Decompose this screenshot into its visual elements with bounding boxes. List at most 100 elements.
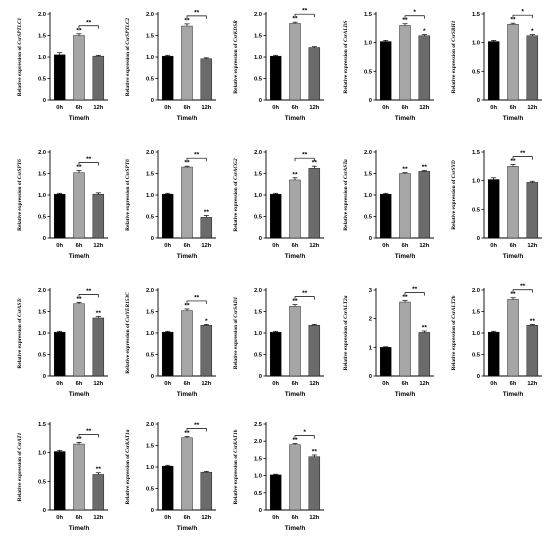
bar-6h: [399, 25, 411, 101]
y-tick-label: 0.5: [254, 491, 263, 497]
y-axis-title: Relative expression of CsrALT2a: [343, 295, 349, 370]
bar-6h: [73, 172, 85, 239]
comparison-bracket: [78, 162, 99, 166]
y-tick-label: 0.5: [254, 215, 263, 221]
category-label: 12h: [201, 105, 211, 111]
significance-label: **: [402, 166, 408, 173]
comparison-label: **: [302, 152, 308, 159]
y-axis-title-prefix: Relative expression of: [343, 319, 349, 371]
bar-0h: [487, 331, 500, 377]
significance-label: **: [312, 448, 318, 455]
y-axis-title: Relative expression of CsrKDSR: [233, 20, 239, 94]
x-axis-title: Time/h: [177, 253, 198, 260]
y-axis-title: Relative expression of CsrSYD: [451, 160, 457, 230]
y-tick-label: 1.0: [38, 331, 46, 337]
category-label: 6h: [402, 381, 409, 387]
y-tick-label: 2.0: [146, 422, 154, 428]
category-label: 12h: [309, 105, 319, 111]
significance-label: **: [422, 164, 428, 171]
y-axis-title-gene: CsrASTa: [343, 159, 349, 179]
category-label: 6h: [510, 381, 517, 387]
y-tick-label: 0: [259, 236, 262, 242]
category-label: 12h: [419, 381, 429, 387]
y-tick-label: 0.5: [38, 353, 47, 359]
bar-12h: [92, 193, 105, 239]
y-tick-label: 1.5: [38, 422, 47, 428]
significance-label: **: [292, 437, 298, 444]
y-tick-label: 0: [151, 374, 154, 380]
y-axis-title-gene: CsrACG2: [233, 158, 239, 180]
bar-6h: [181, 310, 193, 377]
y-tick-label: 2: [369, 317, 372, 323]
y-axis-title-prefix: Relative expression of: [233, 42, 239, 94]
y-axis-title-prefix: Relative expression of: [125, 179, 131, 231]
category-label: 0h: [56, 243, 63, 249]
chart-panel-15: Relative expression of CsrALT2b 0 0.5 1.0 1.…: [446, 276, 550, 410]
comparison-bracket: [512, 14, 533, 19]
significance-label: **: [184, 302, 190, 309]
bar-12h: [526, 325, 539, 377]
significance-label: **: [204, 209, 210, 216]
comparison-bracket: [78, 433, 99, 438]
comparison-bracket: [186, 157, 207, 162]
comparison-bracket: [186, 300, 207, 304]
y-axis-title-prefix: Relative expression of: [451, 178, 457, 230]
bar-0h: [161, 465, 174, 511]
category-label: 6h: [292, 105, 299, 111]
category-label: 12h: [527, 105, 537, 111]
y-axis-title: Relative expression of CsrSPT6: [125, 159, 131, 231]
x-axis-title: Time/h: [69, 253, 90, 260]
y-tick-label: 0: [151, 98, 154, 104]
y-tick-label: 1: [369, 345, 373, 351]
y-tick-label: 1.0: [364, 193, 372, 199]
bar-6h: [289, 306, 301, 377]
y-axis-title-prefix: Relative expression of: [17, 45, 23, 97]
y-tick-label: 1.0: [254, 193, 262, 199]
category-label: 0h: [490, 243, 497, 249]
x-axis-title: Time/h: [177, 391, 198, 398]
y-tick-label: 0: [43, 374, 46, 380]
chart-15: Relative expression of CsrALT2b 0 0.5 1.0 1.…: [451, 283, 542, 398]
y-tick-label: 1.0: [254, 55, 262, 61]
y-tick-label: 1.0: [146, 193, 154, 199]
category-label: 0h: [490, 381, 497, 387]
y-tick-label: 2.0: [38, 12, 46, 18]
category-label: 0h: [56, 105, 63, 111]
category-label: 12h: [93, 243, 103, 249]
category-label: 6h: [76, 243, 83, 249]
y-axis-title-prefix: Relative expression of: [233, 180, 239, 232]
category-label: 0h: [272, 381, 279, 387]
chart-12: Relative expression of CsrYER153C 0 0.5 1.0…: [125, 288, 216, 398]
bar-0h: [161, 331, 174, 377]
y-tick-label: 1.5: [254, 172, 263, 178]
y-tick-label: 0: [369, 374, 372, 380]
y-axis-title: Relative expression of CsrALT2b: [451, 295, 457, 370]
y-tick-label: 1.5: [254, 34, 263, 40]
category-label: 0h: [164, 381, 171, 387]
category-label: 0h: [164, 105, 171, 111]
y-axis-title-gene: CsrSPT6: [17, 159, 23, 179]
bar-6h: [507, 24, 519, 101]
y-tick-label: 0: [259, 374, 262, 380]
chart-panel-9: Relative expression of CsrASTa 0 0.5 1.0 1.5…: [338, 138, 442, 272]
bar-0h: [53, 331, 66, 377]
chart-14: Relative expression of CsrALT2a 0 1 2 3 0h ** 6…: [343, 286, 434, 398]
y-tick-label: 1.5: [254, 456, 263, 462]
chart-panel-13: Relative expression of CsrSAD1 0 0.5 1.0 1.5…: [228, 276, 332, 410]
chart-panel-5: Relative expression of CsrSBH1 0 0.5 1.0 1.5…: [446, 0, 550, 134]
bar-12h: [92, 317, 105, 377]
category-label: 6h: [76, 381, 83, 387]
y-axis-title-prefix: Relative expression of: [343, 42, 349, 94]
y-tick-label: 1.0: [38, 193, 46, 199]
significance-label: **: [402, 294, 408, 301]
comparison-bracket: [78, 294, 99, 298]
comparison-bracket: [512, 156, 533, 160]
chart-panel-16: Relative expression of CsrAT1 0 0.5 1.0 1.5 0…: [12, 410, 116, 544]
bar-12h: [526, 182, 539, 239]
chart-2: Relative expression of CsrSPTLC2 0 0.5 1.0 1…: [125, 9, 216, 122]
bar-0h: [379, 347, 392, 377]
y-tick-label: 0.5: [364, 215, 373, 221]
comparison-bracket: [404, 292, 425, 296]
significance-label: **: [292, 298, 298, 305]
y-tick-label: 1.5: [364, 172, 373, 178]
